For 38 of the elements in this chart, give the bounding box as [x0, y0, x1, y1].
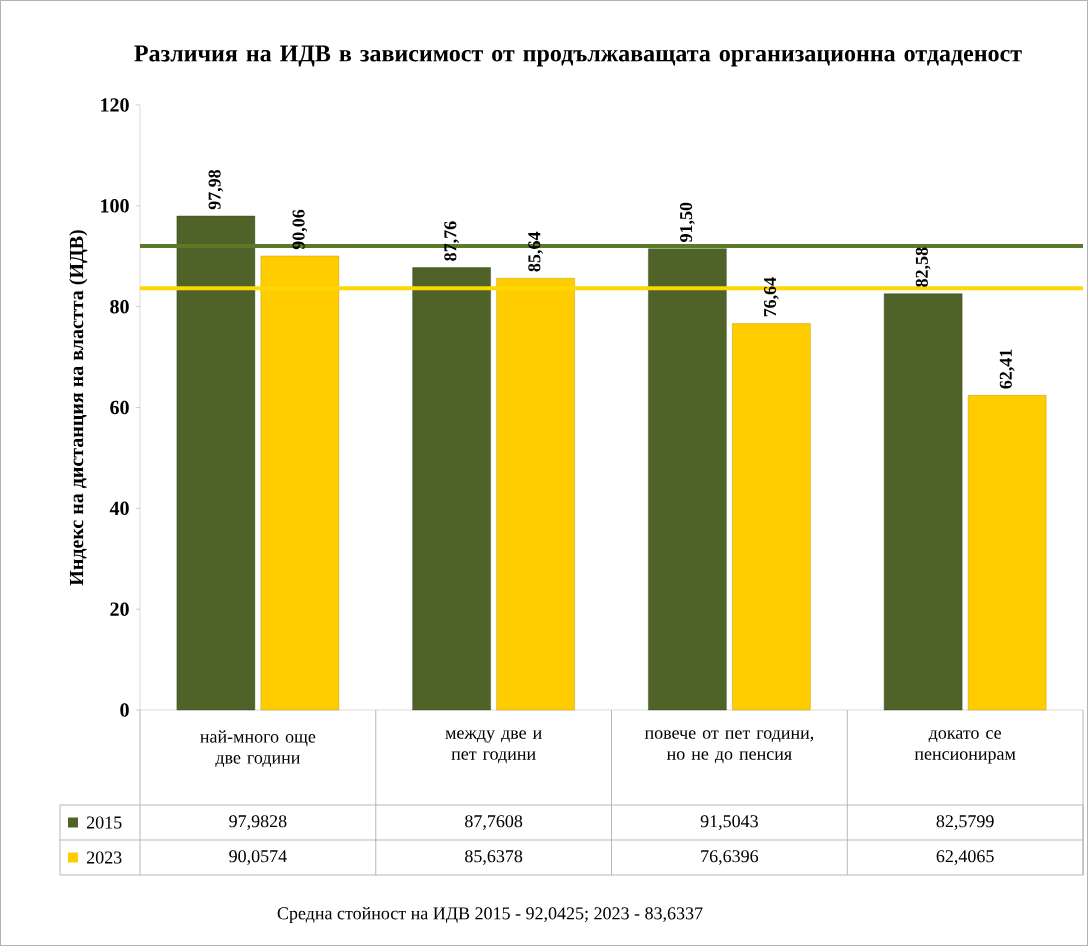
y-tick-label: 120	[101, 98, 129, 112]
bar	[967, 395, 1047, 711]
data-label: 85,64	[528, 231, 544, 272]
text: 62,4065	[936, 850, 994, 865]
data-label: 97,98	[208, 169, 224, 210]
data-label: 82,58	[915, 247, 931, 287]
bar	[648, 248, 727, 711]
text: 91,5043	[700, 815, 758, 830]
text: Средна стойност на ИДВ 2015 - 92,0425; 2023 - 83,6337	[277, 906, 703, 924]
data-label: 62,41	[999, 349, 1015, 389]
x-tick-label: между две и пет години	[445, 730, 542, 764]
y-tick-label: 100	[101, 199, 129, 213]
data-label: 76,64	[764, 277, 779, 317]
data-label: 91,50	[680, 202, 695, 242]
y-tick-label: 60	[110, 400, 129, 415]
bar	[732, 323, 811, 711]
x-tick-label: докато се пенсионирам	[914, 730, 1016, 764]
y-tick-label: 80	[110, 299, 129, 314]
text: 76,6396	[701, 850, 759, 865]
data-label: 90,06	[292, 209, 308, 250]
y-tick-label: 0	[120, 703, 129, 717]
text: 90,0574	[229, 850, 287, 865]
y-axis-title: Индекс на дистанция на властта (ИДВ)	[69, 230, 88, 586]
bar	[412, 267, 491, 711]
text: 85,6378	[465, 850, 523, 865]
text: 87,7608	[465, 815, 523, 830]
bar	[883, 293, 963, 711]
legend-label: 2015	[86, 816, 122, 829]
legend-label: 2023	[86, 851, 122, 864]
data-label: 87,76	[444, 221, 460, 261]
chart-title: Различия на ИДВ в зависимост от продължаващата организационна отдаденост	[134, 45, 1022, 67]
y-tick-label: 40	[109, 501, 129, 516]
x-tick-label: повече от пет години, но не до пенсия	[644, 730, 814, 764]
text: 97,9828	[229, 815, 287, 830]
bar	[176, 215, 256, 711]
text: 82,5799	[936, 815, 994, 830]
y-tick-label: 20	[110, 602, 129, 616]
x-tick-label: най-много още две години	[200, 730, 316, 767]
